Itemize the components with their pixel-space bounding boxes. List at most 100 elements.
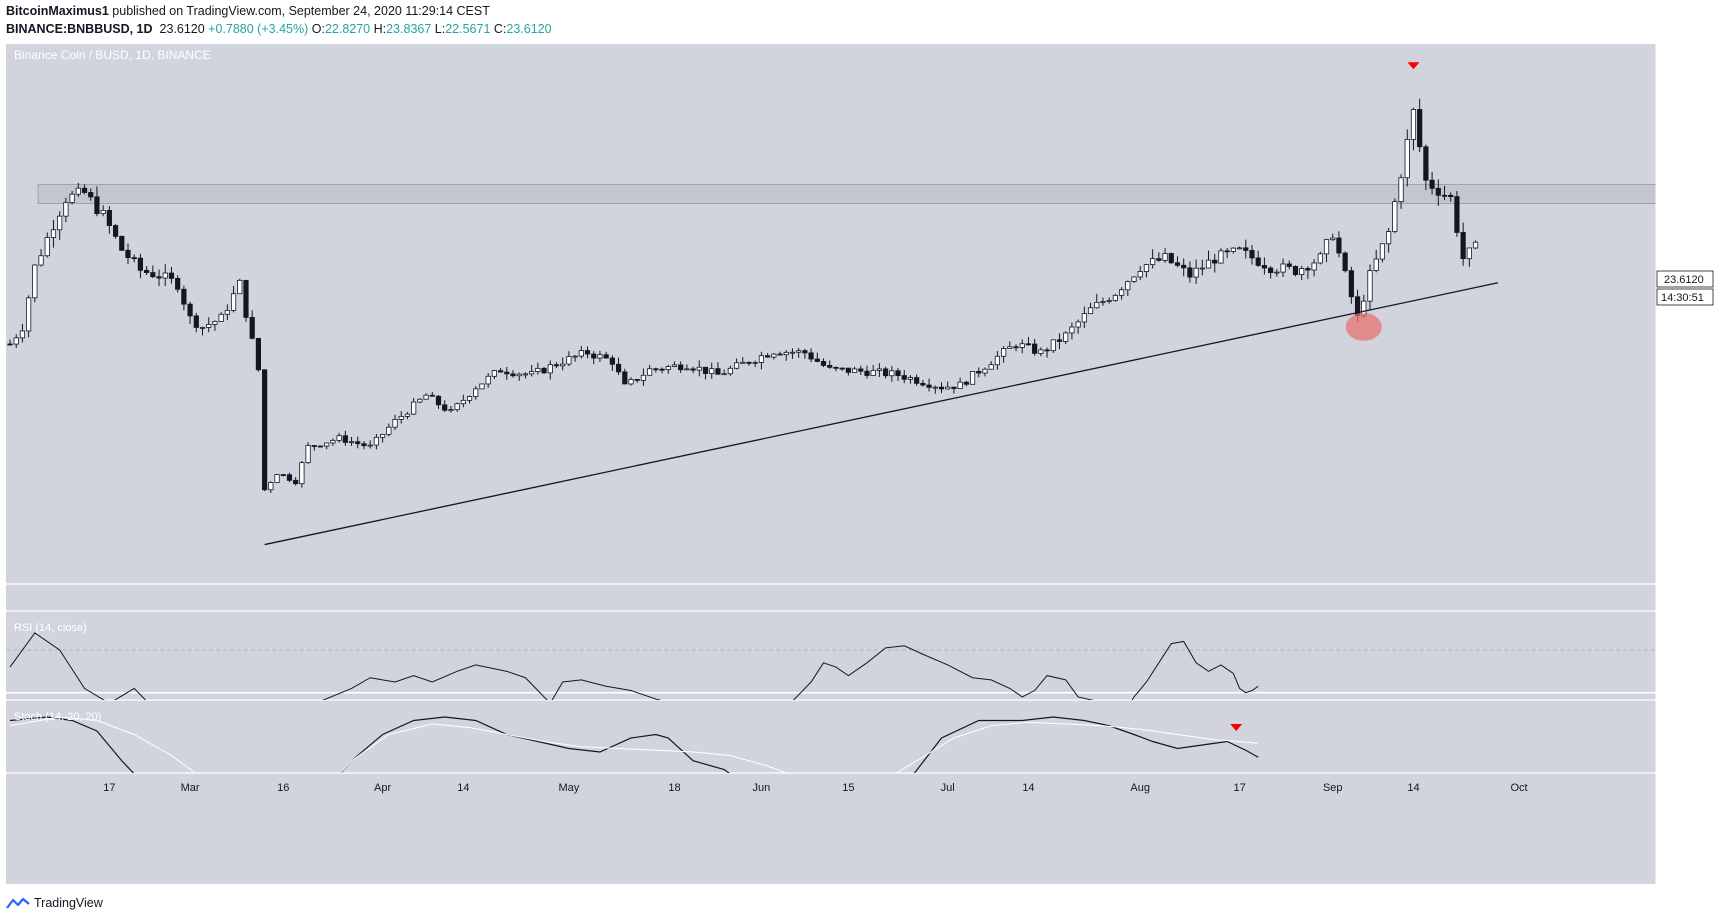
price-chart[interactable]: 4.0000 6.0000 8.0000 10.0000 12.0000 14.0000 1…	[0, 40, 1728, 890]
candle-body	[1013, 346, 1019, 349]
high-label: H:	[373, 22, 387, 36]
trendline-layer	[264, 282, 1499, 546]
candle-body	[392, 419, 398, 428]
candle-body	[895, 370, 901, 376]
marker-layer	[1345, 62, 1420, 341]
candle-body	[299, 462, 305, 485]
candle-body	[709, 368, 715, 374]
rsi-tick-label: 60.00	[1668, 666, 1696, 678]
candle-body	[1236, 247, 1243, 250]
low-value: 22.5671	[445, 22, 491, 36]
publisher-name[interactable]: BitcoinMaximus1	[6, 4, 109, 18]
candle-body	[678, 364, 684, 371]
candle-body	[789, 351, 796, 354]
candle-body	[280, 474, 286, 476]
price-tick-label: 28.0000	[1668, 168, 1708, 180]
candle-body	[522, 373, 529, 376]
candle-body	[603, 354, 609, 359]
candle-body	[578, 350, 584, 357]
candle-body	[727, 367, 733, 375]
candle-body	[1143, 264, 1150, 272]
candle-body	[1019, 343, 1025, 348]
candle-body	[379, 433, 386, 438]
candle-body	[75, 187, 81, 195]
candle-body	[907, 377, 914, 380]
candle-body	[740, 361, 746, 364]
candle-body	[230, 293, 237, 311]
candle-body	[262, 369, 268, 491]
candle-body	[827, 365, 833, 368]
candle-body	[181, 288, 187, 305]
candle-body	[1224, 250, 1230, 253]
price-tick-label: 4.0000	[1668, 579, 1702, 591]
candle-body	[38, 255, 44, 266]
candle-body	[212, 321, 218, 325]
candle-body	[758, 355, 765, 363]
candle-body	[26, 297, 32, 332]
candle-body	[609, 357, 615, 365]
candle-body	[529, 371, 535, 375]
top-marker-arrow	[1407, 62, 1420, 70]
candle-body	[1348, 270, 1354, 298]
rsi-line	[9, 632, 1259, 700]
candle-body	[218, 313, 224, 322]
candle-body	[237, 279, 243, 295]
candle-body	[175, 277, 181, 290]
time-tick-label: 16	[277, 782, 289, 794]
candle-body	[1336, 237, 1342, 254]
candle-body	[224, 310, 230, 315]
candle-body	[584, 350, 591, 355]
candle-body	[535, 367, 541, 373]
candle-body	[417, 398, 423, 403]
candle-body	[1435, 187, 1441, 196]
candle-body	[348, 441, 355, 444]
candle-body	[187, 303, 193, 317]
time-axis: 17 Mar 16 Apr 14 May 18 Jun 15 Jul 14 Aug 17 Sep 14 Oct	[103, 782, 1527, 794]
candle-body	[13, 337, 19, 345]
stoch-tick-label: 60.00	[1668, 747, 1696, 759]
candle-body	[168, 272, 175, 279]
candle-body	[684, 368, 690, 371]
candle-body	[100, 209, 106, 215]
stoch-marker-arrow	[1230, 724, 1243, 731]
candle-body	[206, 324, 212, 328]
candle-body	[796, 350, 802, 353]
footer-brand[interactable]: TradingView	[6, 896, 103, 910]
candle-body	[1311, 262, 1317, 271]
rsi-title: RSI (14, close)	[14, 622, 87, 634]
candle-body	[44, 237, 50, 257]
price-tick-label: 10.0000	[1668, 476, 1708, 488]
candle-body	[1056, 339, 1063, 342]
candle-body	[106, 209, 112, 226]
candle-body	[137, 257, 144, 271]
candle-body	[1100, 301, 1106, 303]
candle-body	[1118, 289, 1125, 296]
price-tick-label: 16.0000	[1668, 373, 1708, 385]
candle-body	[57, 215, 63, 231]
price-tick-label: 18.0000	[1668, 339, 1708, 351]
candle-body	[330, 439, 336, 444]
candle-body	[665, 366, 671, 371]
candle-body	[144, 269, 150, 273]
candle-body	[566, 356, 572, 365]
candle-body	[1448, 194, 1454, 198]
candle-body	[628, 379, 634, 385]
candle-body	[88, 192, 94, 198]
candle-body	[1410, 109, 1417, 140]
candle-body	[1174, 262, 1181, 266]
open-label: O:	[311, 22, 325, 36]
candle-body	[615, 363, 622, 373]
candle-body	[1367, 270, 1373, 302]
rsi-tick-label: 0.0000	[1668, 591, 1702, 603]
candle-body	[94, 196, 100, 215]
time-tick-label: Sep	[1323, 782, 1343, 794]
candle-body	[442, 404, 448, 411]
candle-body	[1181, 264, 1187, 269]
candle-body	[1274, 271, 1280, 274]
candle-body	[473, 388, 479, 397]
tradingview-logo-icon	[6, 897, 30, 909]
candle-body	[479, 383, 485, 390]
candle-body	[1268, 267, 1274, 274]
candle-body	[721, 373, 727, 376]
candle-body	[355, 441, 361, 445]
